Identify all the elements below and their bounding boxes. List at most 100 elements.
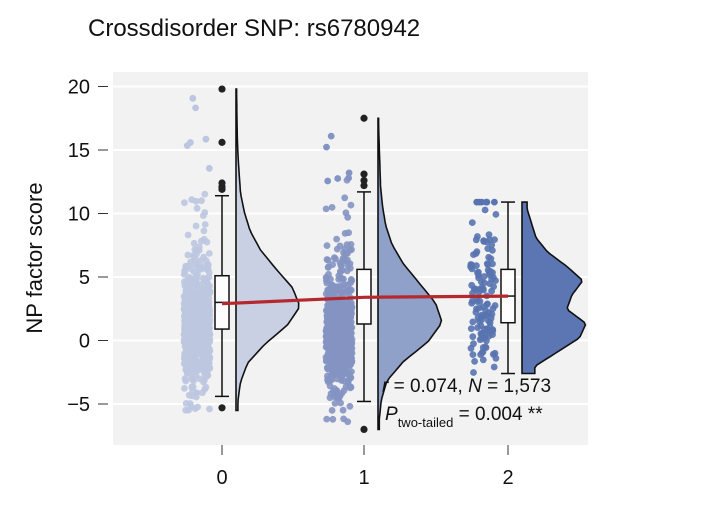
- data-point: [342, 333, 350, 340]
- data-point: [181, 385, 188, 392]
- data-point: [322, 273, 330, 281]
- data-point: [481, 206, 489, 214]
- data-point: [324, 302, 331, 309]
- data-point: [491, 198, 498, 206]
- data-point: [203, 238, 211, 246]
- data-point: [183, 142, 191, 150]
- points-1: [322, 132, 356, 426]
- points-2: [467, 198, 500, 376]
- data-point: [491, 349, 499, 357]
- data-point: [335, 305, 342, 313]
- data-point: [343, 369, 350, 376]
- data-point: [345, 174, 352, 182]
- data-point: [190, 377, 198, 385]
- data-point: [485, 231, 493, 239]
- data-point: [479, 356, 487, 364]
- data-point: [193, 204, 201, 212]
- data-point: [468, 219, 476, 227]
- data-point: [470, 369, 477, 376]
- group-2: [467, 198, 587, 376]
- data-point: [201, 221, 209, 228]
- data-point: [483, 238, 491, 246]
- density-2: [521, 201, 587, 375]
- data-point: [331, 254, 338, 261]
- y-tick-label: 0: [79, 331, 90, 353]
- data-point: [190, 331, 198, 338]
- data-point: [206, 282, 213, 290]
- data-point: [184, 330, 192, 338]
- data-point: [206, 353, 214, 361]
- data-point: [204, 332, 212, 340]
- data-point: [197, 264, 205, 271]
- data-point: [185, 406, 193, 414]
- data-point: [469, 333, 477, 341]
- data-point: [334, 310, 342, 318]
- data-point: [195, 243, 203, 251]
- data-point: [345, 321, 353, 328]
- data-point: [337, 330, 345, 338]
- data-point: [323, 143, 330, 151]
- data-point: [184, 336, 192, 343]
- data-point: [333, 375, 341, 383]
- data-point: [202, 383, 210, 391]
- data-point: [331, 400, 339, 407]
- stat-line-1: r = 0.074, N = 1,573: [382, 376, 551, 397]
- data-point: [188, 392, 196, 400]
- data-point: [188, 266, 195, 273]
- x-tick-label: 2: [502, 467, 513, 489]
- stat-annotation: r = 0.074, N = 1,573 Ptwo-tailed = 0.004 …: [382, 376, 551, 430]
- data-point: [196, 375, 204, 383]
- data-point: [478, 349, 486, 357]
- data-point: [194, 301, 201, 309]
- data-point: [336, 349, 343, 357]
- outlier-point: [218, 179, 226, 187]
- data-point: [324, 256, 332, 264]
- data-point: [189, 386, 197, 394]
- data-point: [335, 355, 343, 363]
- data-point: [475, 318, 483, 325]
- data-point: [183, 277, 191, 284]
- outlier-point: [360, 170, 368, 178]
- data-point: [340, 345, 348, 352]
- y-tick-label: 15: [68, 140, 90, 162]
- data-point: [201, 286, 209, 294]
- data-point: [322, 290, 330, 298]
- data-point: [191, 311, 199, 319]
- data-point: [336, 242, 344, 250]
- trend-line: [221, 294, 509, 306]
- data-point: [187, 258, 195, 266]
- data-point: [203, 305, 211, 313]
- data-point: [479, 344, 487, 351]
- data-point: [488, 241, 496, 249]
- data-point: [478, 331, 486, 338]
- data-point: [347, 279, 354, 287]
- data-point: [480, 273, 488, 280]
- outlier-point: [218, 404, 226, 412]
- data-point: [199, 212, 207, 220]
- data-point: [492, 211, 500, 218]
- y-tick-label: 5: [79, 267, 90, 289]
- data-point: [476, 285, 484, 293]
- data-point: [341, 310, 349, 317]
- stat-r: r: [382, 376, 389, 397]
- data-point: [335, 340, 343, 348]
- data-point: [334, 175, 342, 182]
- data-point: [475, 304, 483, 312]
- data-point: [190, 344, 198, 351]
- data-point: [338, 275, 346, 282]
- x-axis: 0 1 2: [216, 445, 514, 489]
- points-0: [180, 94, 214, 414]
- data-point: [204, 266, 212, 273]
- data-point: [474, 298, 481, 305]
- data-point: [184, 251, 192, 259]
- data-point: [336, 259, 344, 267]
- data-point: [469, 351, 477, 358]
- data-point: [326, 394, 334, 402]
- data-point: [491, 302, 499, 309]
- data-point: [343, 267, 351, 275]
- data-point: [182, 262, 190, 270]
- data-point: [329, 348, 337, 356]
- data-point: [201, 190, 209, 198]
- data-point: [186, 400, 194, 407]
- data-point: [470, 340, 477, 348]
